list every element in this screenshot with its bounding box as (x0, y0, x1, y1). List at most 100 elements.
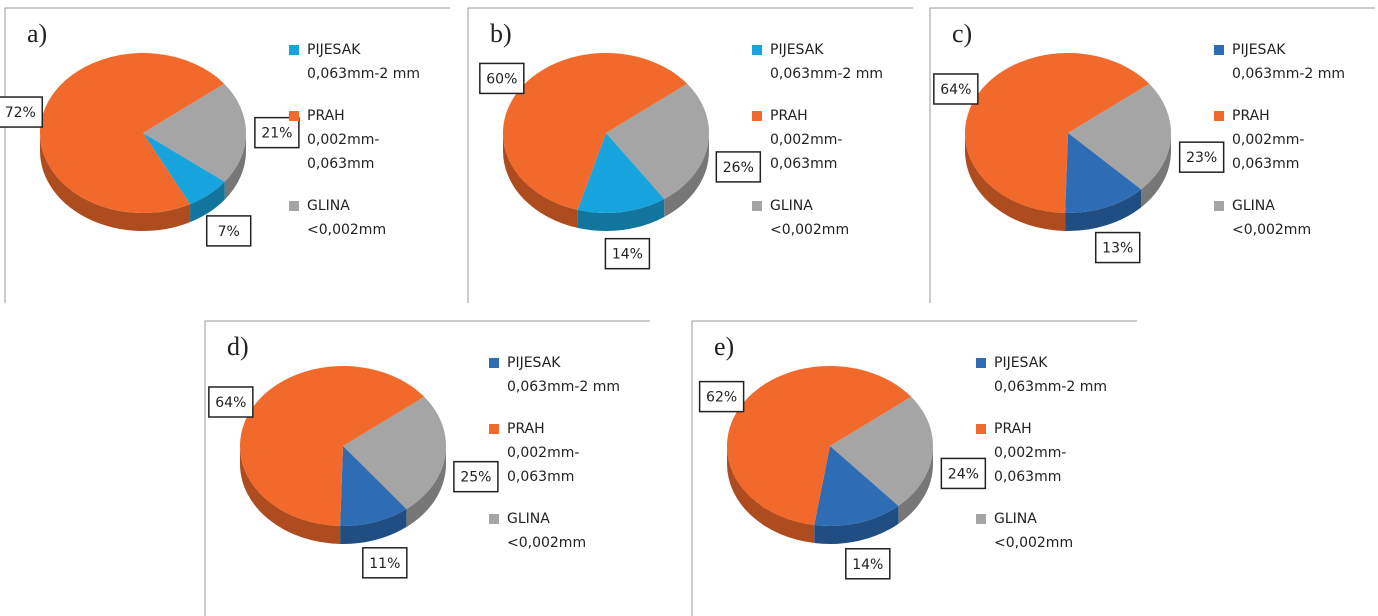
legend-entry: 0,002mm- (307, 132, 379, 148)
legend-entry: 0,002mm- (994, 445, 1066, 461)
legend-entry: 0,002mm- (507, 445, 579, 461)
legend-swatch (752, 111, 762, 121)
pie-panel: a) 21% 7% 72% PIJESAK 0,063mm-2 mm PRAH 0,002mm… (0, 7, 450, 303)
legend-entry: PIJESAK (1232, 42, 1286, 58)
pie-side (814, 505, 899, 544)
legend-entry: GLINA (1232, 198, 1275, 214)
pie-side (664, 133, 709, 218)
legend-entry: <0,002mm (507, 535, 586, 551)
legend-entry: GLINA (770, 198, 813, 214)
pie-sides (240, 446, 446, 544)
pie-panel: e) 24% 14% 62% PIJESAK 0,063mm-2 mm PRAH 0,002m… (691, 320, 1137, 616)
pie-side (190, 181, 225, 223)
pie-side (224, 133, 246, 200)
pie-slice (240, 366, 425, 526)
legend-entry: GLINA (994, 511, 1037, 527)
panel-label: c) (952, 19, 972, 48)
legend-entry: PRAH (507, 421, 545, 437)
panel-label: a) (27, 19, 47, 48)
pie-slice (1065, 133, 1142, 213)
data-label: 13% (1102, 241, 1133, 257)
pie-slice (1068, 83, 1171, 190)
panel-border (929, 7, 1375, 303)
panel-border (4, 7, 450, 303)
pie-side (240, 446, 341, 544)
legend-entry: 0,063mm (770, 156, 837, 172)
legend-entry: 0,063mm (1232, 156, 1299, 172)
pie-panel: b) 26% 14% 60% PIJESAK 0,063mm-2 mm PRAH 0,002m… (467, 7, 913, 303)
data-label: 7% (218, 224, 240, 240)
pie-side (898, 446, 933, 524)
pie-slice (814, 446, 899, 526)
pie-side (340, 509, 407, 544)
pie-slice (40, 53, 225, 214)
panel-border (691, 320, 1137, 616)
legend-entry: 0,063mm (507, 469, 574, 485)
legend-entry: <0,002mm (1232, 222, 1311, 238)
pie-panel: c) 23% 13% 64% PIJESAK 0,063mm-2 mm PRAH 0,002m… (929, 7, 1375, 303)
pie-slice (577, 133, 665, 214)
label-box (208, 386, 254, 418)
pie-side (965, 133, 1066, 231)
legend-entry: PIJESAK (307, 42, 361, 58)
label-box (698, 380, 745, 413)
pie-tops (502, 52, 709, 214)
label-box (715, 151, 762, 183)
pie-slice (830, 396, 933, 506)
data-label: 64% (940, 82, 971, 98)
pie-side (40, 133, 191, 231)
legend-swatch (1214, 111, 1224, 121)
pie-side (727, 446, 815, 544)
legend-entry: <0,002mm (994, 535, 1073, 551)
label-box (453, 460, 499, 493)
pie-side (1141, 133, 1171, 208)
pie-sides (965, 133, 1171, 231)
panel-border (467, 7, 913, 303)
pie-slice (606, 83, 709, 200)
pie-sides (40, 133, 246, 231)
label-box (604, 237, 651, 270)
label-box (0, 96, 44, 128)
legend-swatch (289, 45, 299, 55)
pie-sides (503, 133, 709, 231)
legend-entry: PIJESAK (507, 355, 561, 371)
legend-entry: 0,063mm-2 mm (994, 379, 1107, 395)
legend-swatch (976, 514, 986, 524)
pie-side (406, 446, 446, 528)
pie-tops (965, 53, 1171, 213)
legend-entry: PIJESAK (770, 42, 824, 58)
pie-slice (502, 52, 688, 210)
label-box (205, 215, 252, 247)
legend-swatch (289, 111, 299, 121)
pie-slice (965, 53, 1150, 213)
legend-entry: <0,002mm (770, 222, 849, 238)
data-label: 26% (723, 160, 754, 176)
legend-swatch (1214, 201, 1224, 211)
label-box (1178, 141, 1225, 173)
legend-entry: 0,063mm-2 mm (770, 66, 883, 82)
pie-side (577, 199, 665, 231)
pie-slice (727, 366, 912, 526)
legend-swatch (489, 358, 499, 368)
data-label: 64% (215, 395, 246, 411)
label-box (845, 548, 891, 580)
legend-swatch (976, 424, 986, 434)
legend-entry: PIJESAK (994, 355, 1048, 371)
pie-tops (240, 366, 446, 526)
label-box (1094, 231, 1141, 264)
pie-side (503, 133, 578, 228)
panel-label: d) (227, 332, 249, 361)
legend-swatch (976, 358, 986, 368)
legend-entry: PRAH (1232, 108, 1270, 124)
legend-entry: 0,063mm-2 mm (1232, 66, 1345, 82)
legend-swatch (489, 514, 499, 524)
legend-entry: 0,063mm-2 mm (507, 379, 620, 395)
legend-entry: GLINA (307, 198, 350, 214)
data-label: 25% (460, 470, 491, 486)
label-box (254, 116, 300, 149)
pie-tops (40, 53, 247, 214)
pie-slice (143, 133, 225, 205)
legend-entry: PRAH (307, 108, 345, 124)
pie-slice (343, 396, 446, 510)
pie-panel: d) 25% 11% 64% PIJESAK 0,063mm-2 mm PRAH 0,002m… (204, 320, 650, 616)
